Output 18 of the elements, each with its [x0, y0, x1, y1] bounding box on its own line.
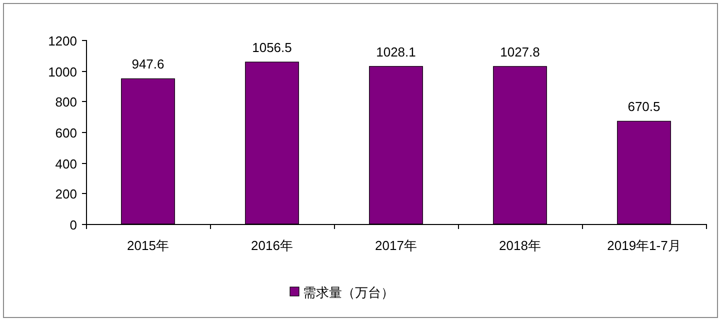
x-tick-label: 2015年: [127, 238, 169, 253]
y-tick-label: 1000: [48, 64, 77, 80]
y-tick-label: 0: [70, 218, 77, 232]
y-tick-label: 200: [55, 186, 77, 202]
legend: 需求量（万台）: [290, 285, 394, 300]
x-tick-label: 2019年1-7月: [607, 238, 681, 253]
x-tick-label: 2018年: [499, 238, 541, 253]
x-tick-label: 2016年: [251, 238, 293, 253]
y-tick-label: 800: [55, 94, 77, 110]
x-tick-label: 2017年: [375, 238, 417, 253]
y-tick-label: 400: [55, 156, 77, 172]
data-label: 1027.8: [500, 44, 540, 60]
data-label: 1028.1: [376, 44, 416, 60]
y-tick-label: 1200: [48, 34, 77, 48]
data-label: 947.6: [132, 56, 164, 72]
y-tick-label: 600: [55, 126, 77, 140]
data-label: 670.5: [628, 99, 660, 114]
data-label: 1056.5: [252, 40, 292, 56]
